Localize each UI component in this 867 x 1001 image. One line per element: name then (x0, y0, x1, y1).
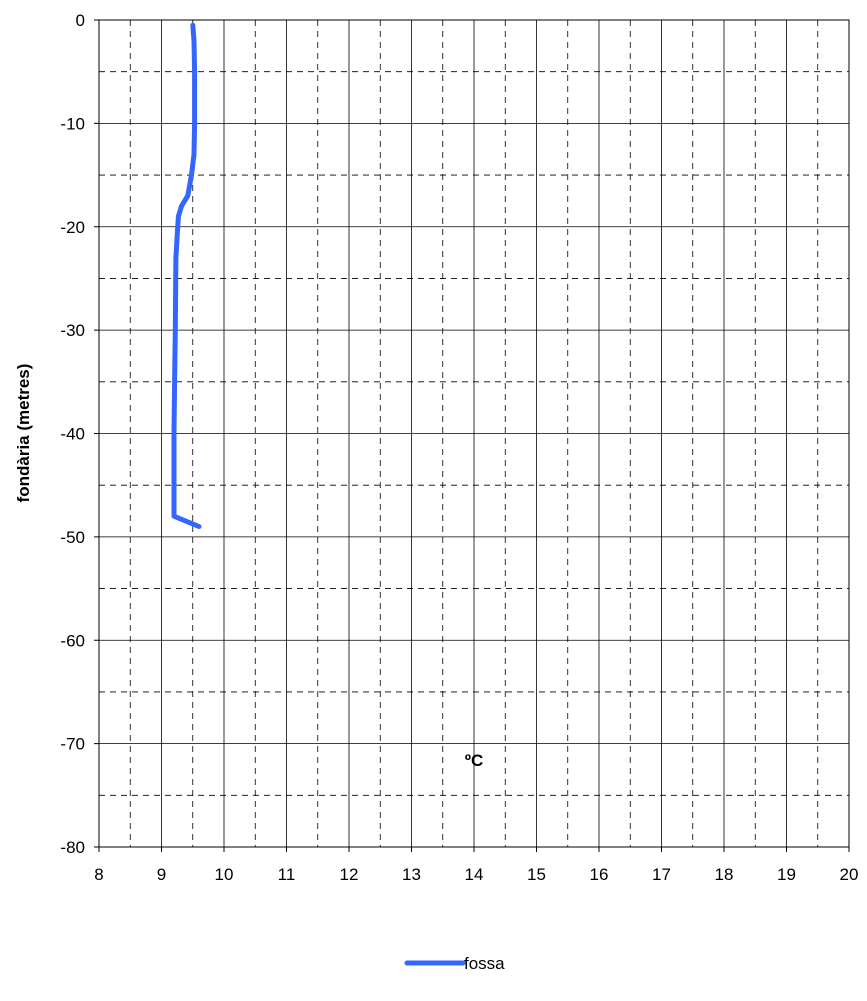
y-tick-label: -10 (60, 114, 85, 133)
axis-ticks (94, 19, 850, 852)
x-tick-label: 11 (278, 865, 296, 884)
y-tick-label: -30 (60, 321, 85, 340)
x-tick-label: 13 (402, 865, 421, 884)
y-tick-label: -80 (60, 838, 85, 857)
x-tick-label: 18 (715, 865, 734, 884)
major-gridlines (99, 20, 849, 847)
x-tick-label: 19 (777, 865, 796, 884)
y-tick-label: -50 (60, 528, 85, 547)
y-tick-label: -20 (60, 218, 85, 237)
y-tick-labels: 0 -10 -20 -30 -40 -50 -60 -70 -80 (60, 11, 85, 857)
x-tick-label: 17 (652, 865, 671, 884)
y-axis-title: fondària (metres) (14, 364, 33, 503)
x-tick-label: 16 (590, 865, 609, 884)
x-tick-label: 15 (527, 865, 546, 884)
x-tick-label: 20 (840, 865, 859, 884)
x-tick-labels: 8 9 10 11 12 13 14 15 16 17 18 19 20 (94, 865, 858, 884)
x-tick-label: 12 (340, 865, 359, 884)
x-tick-label: 14 (465, 865, 484, 884)
series-line-fossa (171, 22, 202, 529)
y-tick-label: 0 (76, 11, 85, 30)
series-layer (171, 22, 202, 529)
x-tick-label: 9 (157, 865, 166, 884)
legend-label-fossa: fossa (464, 954, 505, 973)
x-axis-title: ºC (465, 751, 484, 770)
y-tick-label: -60 (60, 631, 85, 650)
y-tick-label: -40 (60, 425, 85, 444)
y-tick-label: -70 (60, 735, 85, 754)
x-tick-label: 8 (94, 865, 103, 884)
x-tick-label: 10 (215, 865, 234, 884)
legend: fossa (404, 954, 505, 973)
